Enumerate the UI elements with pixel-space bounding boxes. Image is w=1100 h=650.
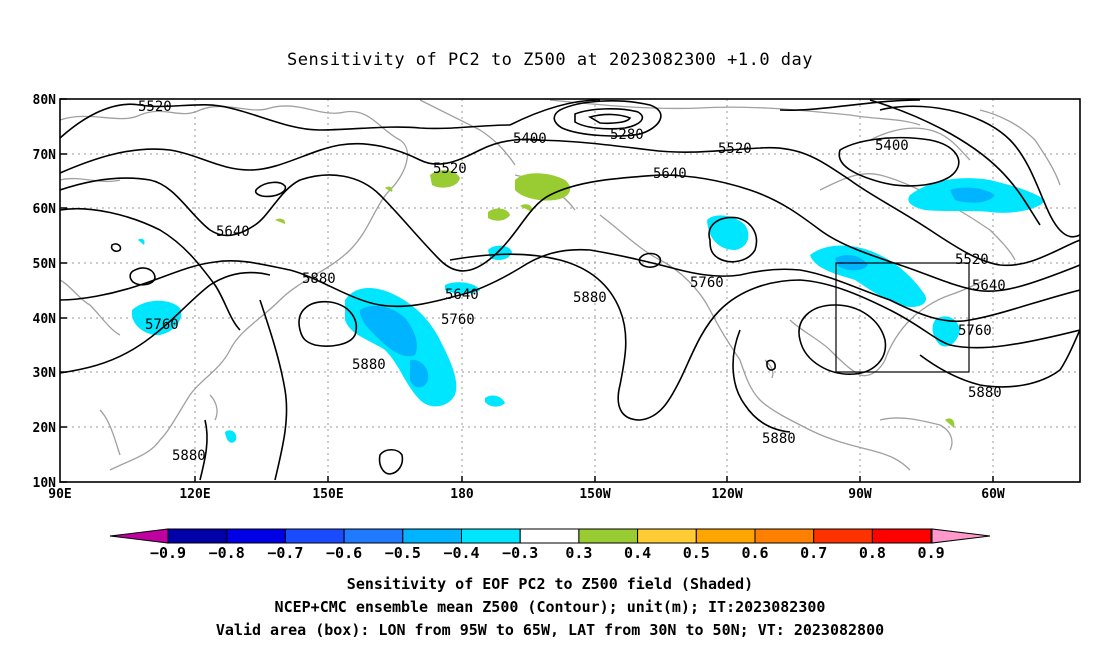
colorbar-label: 0.3 xyxy=(565,544,592,562)
shaded-region xyxy=(488,208,510,221)
colorbar-swatch xyxy=(871,528,932,544)
contour-labels: 5520 5400 5280 5520 5400 5520 5640 5640 … xyxy=(138,99,1006,464)
contour-label: 5520 xyxy=(433,161,467,177)
colorbar-label: 0.9 xyxy=(918,544,945,562)
shaded-region xyxy=(410,359,429,388)
contour-label: 5880 xyxy=(762,431,796,447)
colorbar-label: −0.8 xyxy=(209,544,245,562)
lat-label: 30N xyxy=(33,366,57,381)
shaded-region xyxy=(520,204,533,212)
shaded-region xyxy=(225,430,237,443)
lat-label: 10N xyxy=(33,476,57,491)
colorbar-label: −0.3 xyxy=(502,544,538,562)
lat-label: 60N xyxy=(33,202,57,217)
lon-label: 150E xyxy=(312,487,343,502)
shaded-region xyxy=(485,395,505,407)
contour-label: 5760 xyxy=(690,275,724,291)
colorbar-swatch xyxy=(226,528,286,544)
lon-label: 180 xyxy=(450,487,474,502)
lon-label: 60W xyxy=(981,487,1005,502)
colorbar-swatch xyxy=(637,528,697,544)
contour-label: 5400 xyxy=(875,138,909,154)
lon-label: 120W xyxy=(711,487,742,502)
lat-label: 70N xyxy=(33,148,57,163)
colorbar-label: −0.4 xyxy=(443,544,479,562)
colorbar-label: −0.9 xyxy=(150,544,186,562)
colorbar: −0.9 −0.8 −0.7 −0.6 −0.5 −0.4 −0.3 0.3 0.4 0.5 0.6… xyxy=(109,528,991,562)
colorbar-label: −0.5 xyxy=(385,544,421,562)
contour-label: 5760 xyxy=(145,317,179,333)
contour-label: 5400 xyxy=(513,131,547,147)
lat-label: 80N xyxy=(33,93,57,108)
shaded-region xyxy=(707,215,749,250)
shaded-region xyxy=(275,218,286,224)
colorbar-label: −0.6 xyxy=(326,544,362,562)
grid-lines xyxy=(60,99,1080,482)
z500-contours xyxy=(60,99,1080,481)
colorbar-label: 0.8 xyxy=(859,544,886,562)
contour-label: 5880 xyxy=(573,290,607,306)
contour-label: 5640 xyxy=(972,278,1006,294)
lat-label: 40N xyxy=(33,312,57,327)
colorbar-swatch xyxy=(402,528,462,544)
contour-label: 5880 xyxy=(968,385,1002,401)
contour-label: 5640 xyxy=(445,287,479,303)
caption-line-1: Sensitivity of EOF PC2 to Z500 field (Sh… xyxy=(346,575,754,593)
contour-label: 5880 xyxy=(352,357,386,373)
shaded-region xyxy=(945,418,955,428)
colorbar-swatch xyxy=(167,528,228,544)
colorbar-label: 0.7 xyxy=(800,544,827,562)
axis-ticks xyxy=(60,98,994,483)
shaded-region xyxy=(515,173,571,201)
colorbar-label: 0.4 xyxy=(624,544,651,562)
colorbar-low-arrow xyxy=(109,528,169,544)
shaded-region xyxy=(950,187,995,203)
contour-label: 5640 xyxy=(216,224,250,240)
lat-label: 20N xyxy=(33,421,57,436)
colorbar-swatch xyxy=(695,528,756,544)
lon-label: 120E xyxy=(179,487,210,502)
contour-label: 5640 xyxy=(653,166,687,182)
contour-label: 5520 xyxy=(955,252,989,268)
contour-label: 5880 xyxy=(172,448,206,464)
colorbar-label: −0.7 xyxy=(267,544,303,562)
latitude-labels: 80N 70N 60N 50N 40N 30N 20N 10N xyxy=(33,93,57,491)
longitude-labels: 90E 120E 150E 180 150W 120W 90W 60W xyxy=(48,487,1005,502)
colorbar-swatch xyxy=(461,528,521,544)
caption-line-2: NCEP+CMC ensemble mean Z500 (Contour); u… xyxy=(274,598,826,616)
sensitivity-shading xyxy=(131,170,1045,443)
colorbar-swatch xyxy=(813,528,873,544)
contour-label: 5520 xyxy=(718,141,752,157)
contour-label: 5880 xyxy=(302,271,336,287)
contour-label: 5760 xyxy=(958,323,992,339)
lon-label: 90W xyxy=(848,487,872,502)
lon-label: 90E xyxy=(48,487,71,502)
colorbar-swatch xyxy=(578,528,639,544)
caption-line-3: Valid area (box): LON from 95W to 65W, L… xyxy=(215,621,885,639)
colorbar-high-arrow xyxy=(931,528,991,544)
contour-label: 5760 xyxy=(441,312,475,328)
contour-label: 5520 xyxy=(138,99,172,115)
colorbar-swatch xyxy=(754,528,815,544)
shaded-region xyxy=(131,300,182,336)
shaded-region xyxy=(138,238,145,245)
valid-area-box xyxy=(835,262,970,373)
plot-frame xyxy=(59,98,1081,483)
map-title: Sensitivity of PC2 to Z500 at 2023082300… xyxy=(286,50,813,70)
colorbar-swatch xyxy=(284,528,345,544)
colorbar-swatch xyxy=(343,528,404,544)
colorbar-label: 0.5 xyxy=(683,544,710,562)
colorbar-label: 0.6 xyxy=(741,544,768,562)
shaded-region xyxy=(430,170,460,188)
lat-label: 50N xyxy=(33,257,57,272)
colorbar-swatch xyxy=(519,528,580,544)
shaded-region xyxy=(385,186,393,192)
lon-label: 150W xyxy=(579,487,610,502)
shaded-region xyxy=(360,305,417,357)
contour-label: 5280 xyxy=(610,127,644,143)
